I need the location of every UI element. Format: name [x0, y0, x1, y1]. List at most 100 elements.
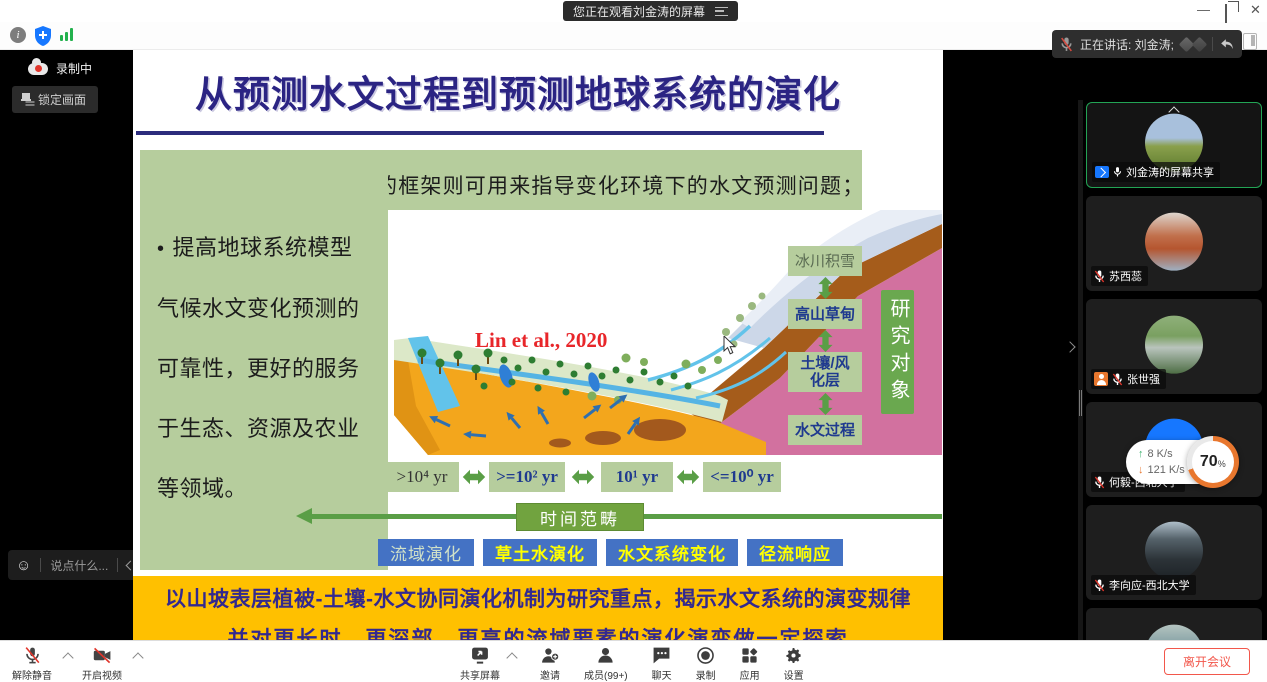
- pin-icon: [21, 93, 31, 106]
- person-badge-icon: [1094, 372, 1108, 386]
- network-quality-popup: ↑ 8 K/s ↓ 121 K/s 70%: [1126, 436, 1239, 488]
- time-box: >=10² yr: [489, 462, 565, 492]
- double-arrow-icon: [817, 276, 834, 299]
- mic-muted-icon: [1112, 373, 1123, 385]
- emoji-icon[interactable]: ☺: [16, 556, 32, 574]
- camera-muted-icon: [93, 647, 110, 664]
- restore-icon: [1225, 4, 1227, 23]
- mic-muted-icon: [25, 647, 39, 664]
- banner-line2: 并对更长时，更深部，更高的流域要素的演化演变做一定探索: [227, 628, 849, 640]
- members-button[interactable]: 成员(99+): [584, 646, 628, 682]
- process-row: 流域演化 草土水演化 水文系统变化 径流响应: [378, 539, 843, 566]
- mic-icon: [1113, 167, 1122, 177]
- chain-box: 冰川积雪: [788, 246, 862, 276]
- quality-value: 70: [1199, 453, 1218, 470]
- avatar: [1145, 521, 1203, 580]
- time-axis-arrowhead: [296, 508, 312, 524]
- info-icon[interactable]: i: [10, 27, 26, 43]
- participant-label: 李向应-西北大学: [1091, 575, 1196, 595]
- window-titlebar: 您正在观看刘金涛的屏幕 — ✕: [0, 0, 1267, 23]
- chat-icon: [653, 647, 670, 664]
- signal-icon[interactable]: [60, 28, 73, 41]
- watching-banner[interactable]: 您正在观看刘金涛的屏幕: [563, 1, 739, 21]
- double-arrow-icon: [817, 329, 834, 352]
- participant-tile[interactable]: 李向应-西北大学: [1086, 505, 1262, 600]
- slide-title: 从预测水文过程到预测地球系统的演化: [195, 74, 841, 115]
- process-box: 草土水演化: [483, 539, 597, 566]
- audio-options-chevron[interactable]: [62, 652, 74, 664]
- time-box: <=10⁰ yr: [703, 462, 781, 492]
- double-arrow-icon: [817, 392, 834, 415]
- process-box: 径流响应: [747, 539, 843, 566]
- leave-meeting-button[interactable]: 离开会议: [1164, 648, 1250, 675]
- restore-button[interactable]: [1225, 0, 1227, 23]
- share-screen-button[interactable]: 共享屏幕: [460, 646, 500, 682]
- shared-slide: 从预测水文过程到预测地球系统的演化 •流域关键带协同演化的框架则可用来指导变化环…: [133, 50, 943, 640]
- share-options-chevron[interactable]: [506, 652, 518, 664]
- audio-video-group: 解除静音 开启视频: [12, 646, 144, 682]
- landscape-chain: 冰川积雪 高山草甸 土壤/风化层 水文过程: [788, 246, 862, 445]
- double-arrow-icon: [673, 469, 703, 485]
- mic-muted-icon: [1094, 476, 1105, 488]
- sidebar-drag-handle[interactable]: [1079, 390, 1082, 416]
- participant-tile[interactable]: 苏西蕊: [1086, 196, 1262, 291]
- reply-arrow-icon[interactable]: [1220, 38, 1234, 51]
- quick-chat-input[interactable]: ☺ 说点什么...: [8, 550, 143, 580]
- time-box: 10¹ yr: [601, 462, 673, 492]
- speaking-label: 正在讲话: 刘金涛;: [1080, 37, 1175, 52]
- settings-icon: [786, 647, 801, 664]
- banner-line1: 以山坡表层植被-土壤-水文协同演化机制为研究重点，揭示水文系统的演变规律: [165, 588, 911, 611]
- screen-share-icon: [1095, 166, 1109, 178]
- meeting-stage: 录制中 锁定画面 ☺ 说点什么... 从预测水文过程到预测地球系统的演化 •流域…: [0, 50, 1267, 640]
- chain-box: 高山草甸: [788, 299, 862, 329]
- time-box: >10⁴ yr: [385, 462, 459, 492]
- participant-label: 刘金涛的屏幕共享: [1092, 162, 1220, 182]
- shield-icon[interactable]: [34, 26, 52, 51]
- meeting-actions-group: 共享屏幕 邀请 成员(99+) 聊天 录制 应用 设置: [460, 646, 804, 682]
- participant-tile[interactable]: [1086, 608, 1262, 640]
- video-options-chevron[interactable]: [132, 652, 144, 664]
- bottom-toolbar: 解除静音 开启视频 共享屏幕 邀请 成员(99+) 聊天 录制: [0, 640, 1267, 682]
- mic-muted-icon: [1061, 37, 1072, 51]
- chat-placeholder[interactable]: 说点什么...: [50, 558, 109, 573]
- close-button[interactable]: ✕: [1250, 2, 1261, 17]
- quality-unit: %: [1217, 459, 1226, 469]
- settings-button[interactable]: 设置: [784, 646, 804, 682]
- apps-button[interactable]: 应用: [740, 646, 760, 682]
- lock-screen-label: 锁定画面: [38, 93, 87, 107]
- time-axis-label: 时间范畴: [516, 503, 644, 531]
- upload-rate: 8 K/s: [1147, 448, 1173, 460]
- download-rate: 121 K/s: [1147, 464, 1185, 476]
- minimize-button[interactable]: —: [1197, 2, 1210, 17]
- participant-label: 张世强: [1091, 369, 1166, 389]
- sidebar-expand-icon[interactable]: [1064, 341, 1076, 353]
- share-screen-icon: [472, 647, 488, 664]
- panel-toggle-icon[interactable]: [1243, 33, 1257, 50]
- research-axis-label: 研究对象: [881, 290, 914, 414]
- recording-label: 录制中: [56, 62, 93, 76]
- avatar-diamond-icon: [1191, 36, 1208, 52]
- sidebar-divider[interactable]: [1078, 100, 1083, 640]
- summary-banner: 以山坡表层植被-土壤-水文协同演化机制为研究重点，揭示水文系统的演变规律 并对更…: [133, 576, 943, 640]
- participant-tile[interactable]: 刘金涛的屏幕共享: [1086, 102, 1262, 188]
- quality-ring: 70%: [1186, 436, 1239, 488]
- process-box: 水文系统变化: [606, 539, 738, 566]
- record-button[interactable]: 录制: [696, 646, 716, 682]
- unmute-button[interactable]: 解除静音: [12, 646, 52, 682]
- participant-tile[interactable]: 张世强: [1086, 299, 1262, 394]
- chat-button[interactable]: 聊天: [652, 646, 672, 682]
- lock-screen-button[interactable]: 锁定画面: [12, 86, 99, 113]
- time-scale-row: >10⁴ yr >=10² yr 10¹ yr <=10⁰ yr: [385, 462, 781, 492]
- start-video-button[interactable]: 开启视频: [82, 646, 122, 682]
- participant-label: 苏西蕊: [1091, 266, 1148, 286]
- watching-banner-text: 您正在观看刘金涛的屏幕: [573, 4, 706, 19]
- banner-menu-icon[interactable]: [715, 6, 729, 16]
- bullet2-text: • 提高地球系统模型气候水文变化预测的可靠性，更好的服务于生态、资源及农业等领域。: [157, 235, 360, 501]
- invite-button[interactable]: 邀请: [540, 646, 560, 682]
- upload-arrow-icon: ↑: [1138, 448, 1144, 460]
- chain-box: 土壤/风化层: [788, 352, 862, 392]
- cloud-record-icon: [28, 57, 48, 75]
- speaking-indicator-bar: 正在讲话: 刘金涛;: [1052, 30, 1243, 58]
- avatar: [1145, 315, 1203, 374]
- recording-indicator: 录制中: [28, 57, 93, 77]
